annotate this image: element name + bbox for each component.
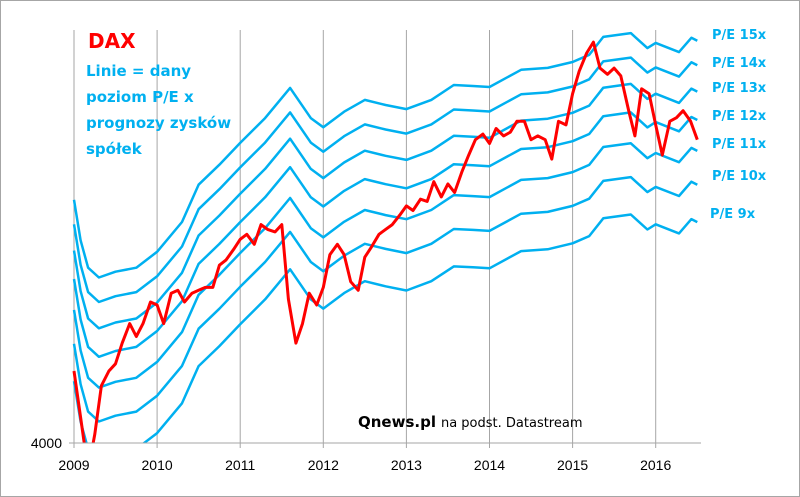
- x-tick-label-2014: 2014: [474, 457, 505, 473]
- x-tick-label-2012: 2012: [308, 457, 339, 473]
- pe-line-12x: [72, 111, 698, 359]
- pe-label-13x: P/E 13x: [712, 81, 767, 96]
- pe-line-9x: [72, 213, 698, 443]
- pe-label-11x: P/E 11x: [712, 137, 767, 152]
- y-tick-label: 4000: [31, 435, 62, 451]
- source-note: Qnews.pl na podst. Datastream: [358, 413, 583, 431]
- source-brand: Qnews.pl: [358, 413, 436, 431]
- pe-label-12x: P/E 12x: [712, 109, 767, 124]
- pe-line-15x: [72, 31, 698, 279]
- pe-label-10x: P/E 10x: [712, 169, 767, 184]
- x-tick-label-2011: 2011: [225, 457, 255, 473]
- pe-line-10x: [72, 175, 698, 423]
- dax-line: [72, 40, 699, 443]
- annotation-line-2: poziom P/E x: [86, 88, 194, 106]
- annotation-line-3: prognozy zysków: [86, 114, 232, 132]
- x-tick-label-2013: 2013: [391, 457, 422, 473]
- pe-line-11x: [72, 142, 698, 389]
- x-tick-label-2010: 2010: [142, 457, 173, 473]
- annotation-line-1: Linie = dany: [86, 62, 192, 80]
- series-group: [72, 31, 699, 443]
- pe-label-9x: P/E 9x: [710, 207, 756, 222]
- pe-label-14x: P/E 14x: [712, 56, 767, 71]
- chart-title: DAX: [88, 29, 136, 53]
- x-tick-label-2009: 2009: [58, 457, 89, 473]
- x-tick-labels: 2009 2010 2011 2012 2013 2014 2015 2016: [58, 457, 671, 473]
- pe-label-15x: P/E 15x: [712, 28, 767, 43]
- x-tick-label-2015: 2015: [557, 457, 588, 473]
- x-tick-label-2016: 2016: [640, 457, 671, 473]
- annotation-line-4: spółek: [86, 140, 142, 158]
- pe-line-14x: [72, 56, 698, 304]
- source-text: na podst. Datastream: [441, 416, 583, 431]
